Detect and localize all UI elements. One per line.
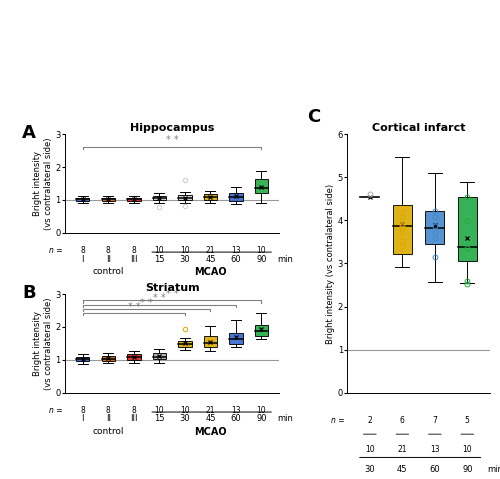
Text: 10: 10 (154, 406, 164, 415)
Text: 60: 60 (430, 465, 440, 474)
Bar (76, 198, 90, 201)
Text: 6: 6 (400, 416, 405, 425)
Text: III: III (130, 254, 138, 263)
Text: 2: 2 (368, 416, 372, 425)
Y-axis label: Bright intensity
(vs contralateral side): Bright intensity (vs contralateral side) (34, 137, 52, 230)
Text: 8: 8 (80, 246, 85, 255)
Text: 90: 90 (256, 414, 266, 423)
Text: 10: 10 (256, 406, 266, 415)
Text: 21: 21 (206, 406, 215, 415)
Text: * *: * * (166, 289, 178, 299)
Text: 90: 90 (462, 465, 472, 474)
Text: III: III (130, 414, 138, 423)
Text: MCAO: MCAO (194, 267, 226, 277)
Bar (255, 325, 268, 336)
Text: MCAO: MCAO (194, 427, 226, 437)
Title: Hippocampus: Hippocampus (130, 123, 214, 133)
Text: 10: 10 (180, 406, 190, 415)
Text: control: control (92, 267, 124, 276)
Text: 45: 45 (397, 465, 407, 474)
Bar (230, 193, 242, 201)
Text: 30: 30 (180, 414, 190, 423)
Text: * *: * * (140, 297, 153, 308)
Bar (426, 211, 444, 244)
Text: 45: 45 (205, 254, 216, 263)
Bar (255, 179, 268, 194)
Bar (102, 356, 115, 361)
Text: control: control (92, 427, 124, 436)
Text: I: I (82, 254, 84, 263)
Bar (178, 341, 192, 347)
Bar (458, 197, 476, 262)
Text: 5: 5 (465, 416, 469, 425)
Bar (76, 356, 90, 361)
Text: 10: 10 (365, 445, 374, 454)
Text: 60: 60 (230, 414, 241, 423)
Text: I: I (82, 414, 84, 423)
Text: 30: 30 (180, 254, 190, 263)
Text: 10: 10 (180, 246, 190, 255)
Bar (127, 198, 140, 201)
Text: 13: 13 (231, 246, 240, 255)
Text: 8: 8 (132, 246, 136, 255)
Text: 8: 8 (132, 406, 136, 415)
Text: 13: 13 (231, 406, 240, 415)
Y-axis label: Bright intensity (vs contralateral side): Bright intensity (vs contralateral side) (326, 183, 335, 343)
Text: * *: * * (128, 302, 140, 312)
Bar (230, 333, 242, 344)
Text: 15: 15 (154, 254, 164, 263)
Text: 8: 8 (106, 246, 110, 255)
Bar (127, 354, 140, 360)
Text: min: min (277, 254, 293, 263)
Text: 10: 10 (462, 445, 472, 454)
Text: n =: n = (49, 246, 63, 255)
Bar (204, 194, 217, 200)
Text: 10: 10 (256, 246, 266, 255)
Text: II: II (106, 254, 111, 263)
Text: 15: 15 (154, 414, 164, 423)
Text: B: B (22, 284, 36, 302)
Text: n =: n = (49, 406, 63, 415)
Text: 8: 8 (80, 406, 85, 415)
Bar (178, 195, 192, 200)
Title: Cortical infarct: Cortical infarct (372, 123, 466, 133)
Text: 60: 60 (230, 254, 241, 263)
Text: 21: 21 (206, 246, 215, 255)
Text: 13: 13 (430, 445, 440, 454)
Text: 45: 45 (205, 414, 216, 423)
Text: * *: * * (153, 293, 166, 303)
Text: min: min (277, 414, 293, 423)
Bar (153, 196, 166, 200)
Bar (393, 205, 412, 254)
Bar (102, 198, 115, 201)
Bar (153, 353, 166, 359)
Bar (204, 336, 217, 347)
Text: 7: 7 (432, 416, 437, 425)
Text: n =: n = (330, 416, 344, 425)
Title: Striatum: Striatum (145, 283, 200, 293)
Text: min: min (488, 465, 500, 474)
Text: C: C (307, 108, 320, 126)
Text: 21: 21 (398, 445, 407, 454)
Text: 90: 90 (256, 254, 266, 263)
Y-axis label: Bright intensity
(vs contralateral side): Bright intensity (vs contralateral side) (34, 297, 52, 390)
Text: A: A (22, 124, 36, 142)
Text: 30: 30 (364, 465, 375, 474)
Text: II: II (106, 414, 111, 423)
Text: 8: 8 (106, 406, 110, 415)
Text: * *: * * (166, 135, 178, 145)
Text: 10: 10 (154, 246, 164, 255)
